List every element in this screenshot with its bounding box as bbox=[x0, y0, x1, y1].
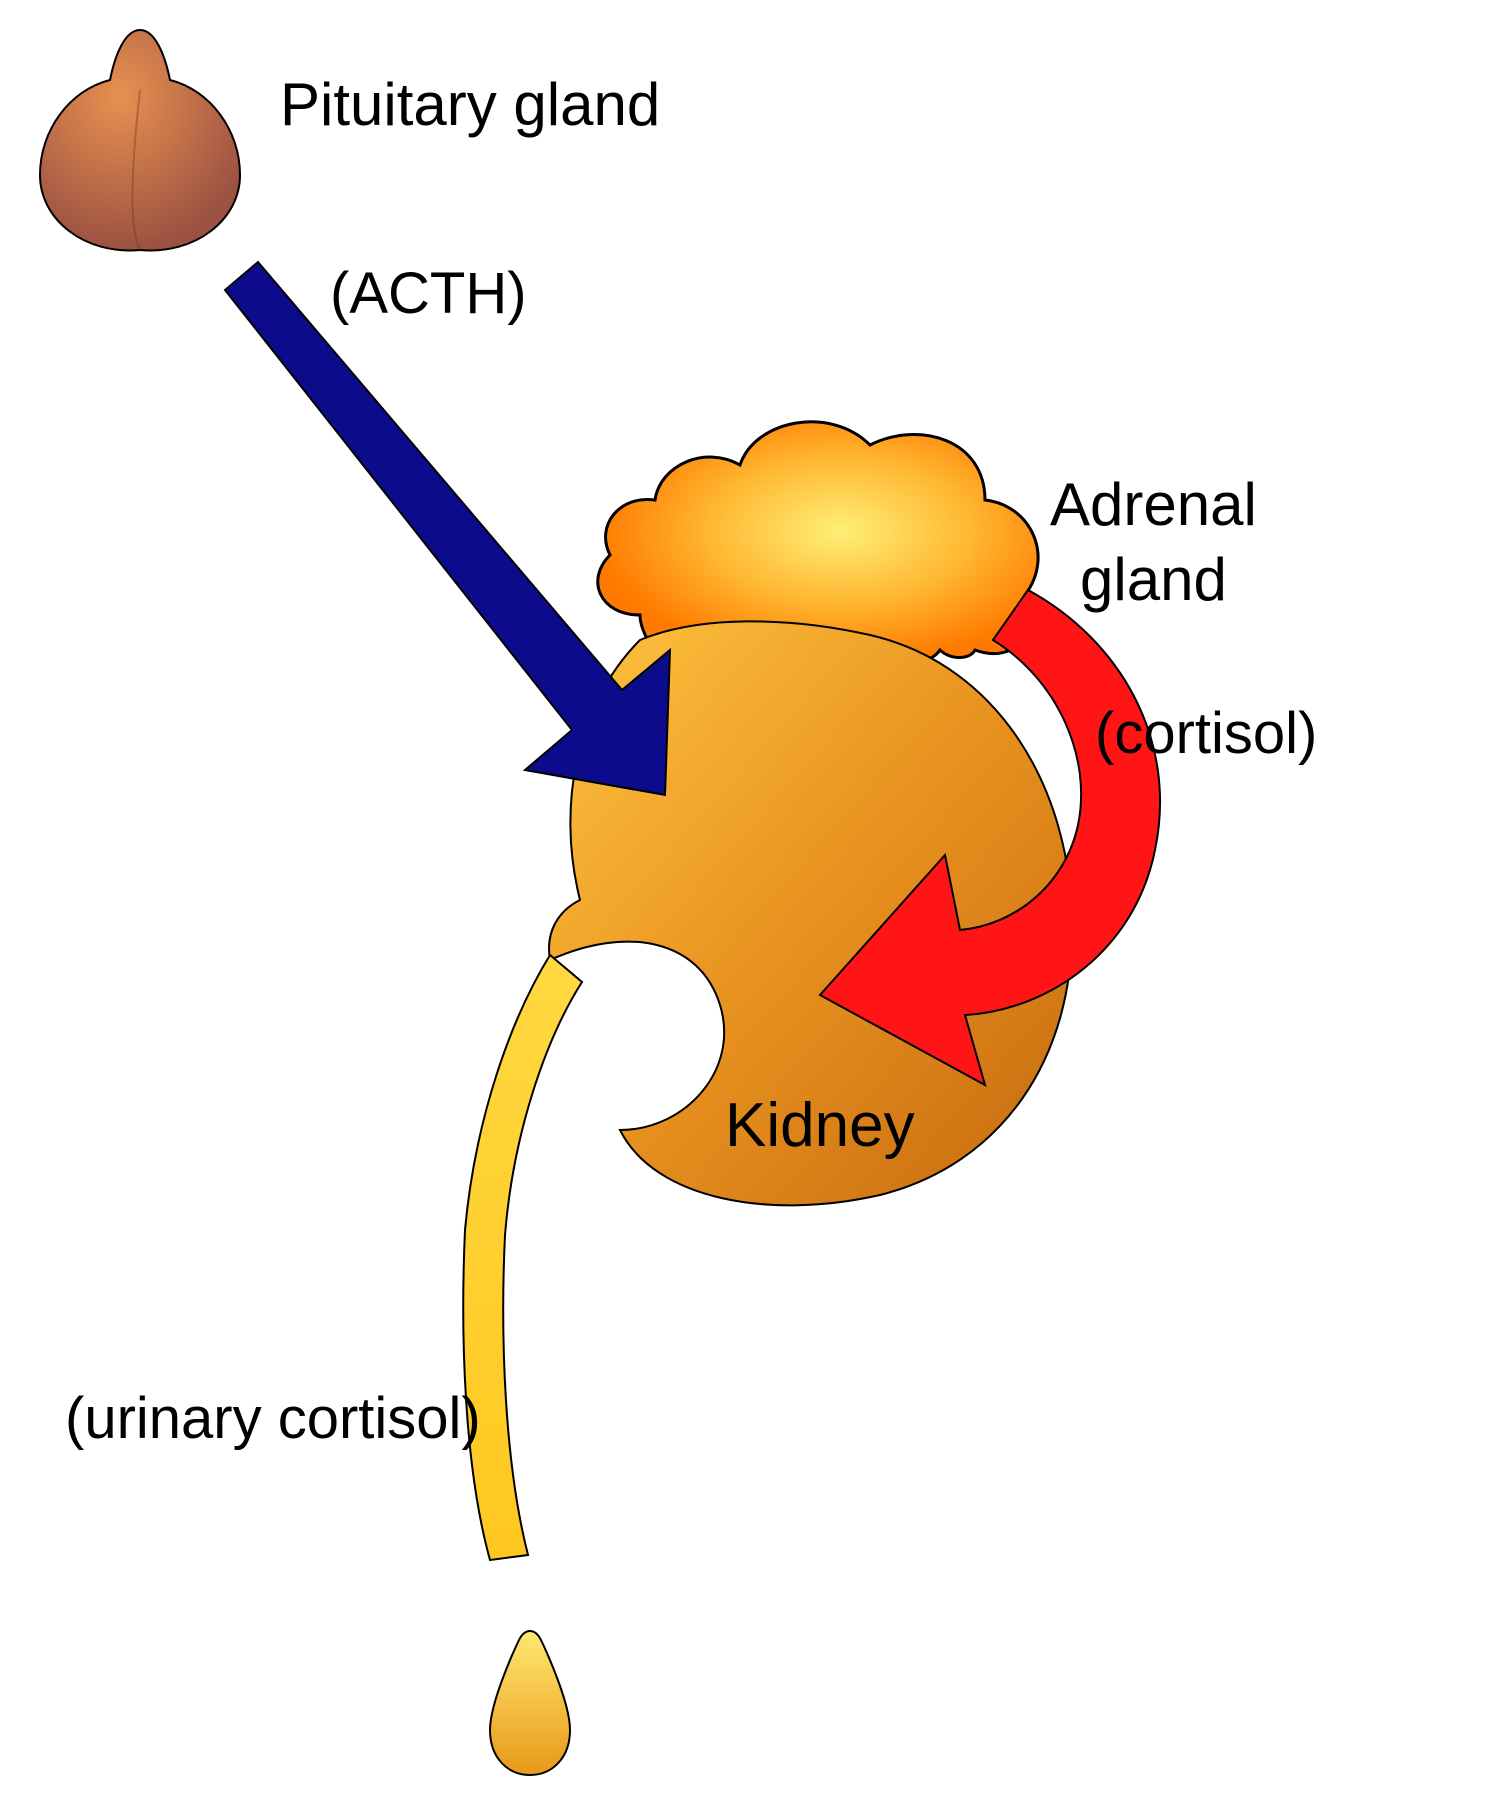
diagram-container: Pituitary gland (ACTH) Adrenal gland (co… bbox=[0, 0, 1485, 1800]
ureter-icon bbox=[463, 955, 582, 1560]
pituitary-gland-icon bbox=[40, 30, 240, 250]
cortisol-label: (cortisol) bbox=[1095, 700, 1317, 767]
acth-arrow-icon bbox=[225, 262, 670, 795]
gland-label: gland bbox=[1080, 545, 1227, 614]
pituitary-label: Pituitary gland bbox=[280, 70, 660, 139]
urine-droplet-icon bbox=[490, 1631, 570, 1775]
anatomy-diagram bbox=[0, 0, 1485, 1800]
kidney-label: Kidney bbox=[725, 1090, 915, 1161]
urinary-label: (urinary cortisol) bbox=[65, 1385, 481, 1452]
acth-label: (ACTH) bbox=[330, 260, 527, 327]
adrenal-label: Adrenal bbox=[1050, 470, 1257, 539]
